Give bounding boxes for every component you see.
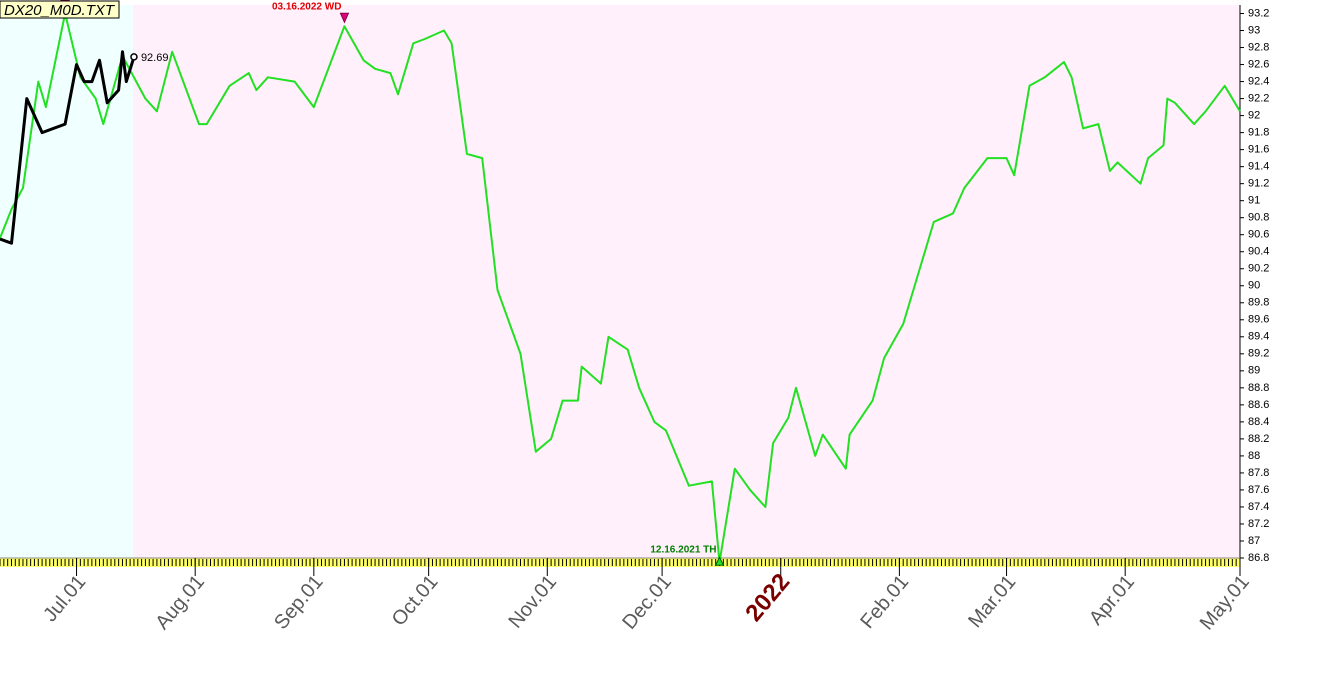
y-tick-label: 89 — [1248, 365, 1260, 377]
y-tick-label: 88.8 — [1248, 382, 1269, 394]
y-tick-label: 92.6 — [1248, 58, 1269, 70]
y-tick-label: 86.8 — [1248, 552, 1269, 564]
title-box — [0, 0, 120, 19]
y-tick-label: 87 — [1248, 535, 1260, 547]
y-tick-label: 90.2 — [1248, 263, 1269, 275]
x-tick-label: 2022 — [740, 569, 795, 627]
x-tick-label: Oct.01 — [388, 571, 443, 630]
y-tick-label: 92 — [1248, 110, 1260, 122]
low-marker — [714, 556, 725, 566]
x-tick-label: Mar.01 — [964, 571, 1020, 632]
x-tick-label: Sep.01 — [270, 571, 328, 634]
y-tick-label: 88.6 — [1248, 399, 1269, 411]
y-tick-label: 89.2 — [1248, 348, 1269, 360]
annotation: 12.16.2021 TH — [650, 544, 716, 555]
last-point — [130, 53, 138, 61]
y-tick-label: 87.2 — [1248, 518, 1269, 530]
y-tick-label: 90.6 — [1248, 229, 1269, 241]
high-marker — [339, 12, 350, 24]
y-tick-label: 89.4 — [1248, 331, 1269, 343]
y-tick-label: 88.4 — [1248, 416, 1269, 428]
chart-title: DX20_M0D.TXT — [4, 2, 116, 19]
y-tick-label: 91.6 — [1248, 144, 1269, 156]
y-tick-label: 91.2 — [1248, 178, 1269, 190]
x-tick-label: Dec.01 — [618, 571, 676, 634]
y-tick-label: 92.2 — [1248, 92, 1269, 104]
y-tick-label: 91 — [1248, 195, 1260, 207]
y-tick-label: 90 — [1248, 280, 1260, 292]
y-tick-label: 88 — [1248, 450, 1260, 462]
y-tick-label: 90.4 — [1248, 246, 1269, 258]
y-tick-label: 90.8 — [1248, 212, 1269, 224]
y-tick-label: 89.8 — [1248, 297, 1269, 309]
y-tick-label: 91.4 — [1248, 161, 1269, 173]
x-tick-label: Feb.01 — [856, 571, 913, 633]
y-tick-label: 87.8 — [1248, 467, 1269, 479]
y-tick-label: 92.4 — [1248, 75, 1269, 87]
last-value-label: 92.69 — [141, 52, 169, 64]
y-tick-label: 87.4 — [1248, 501, 1269, 513]
y-tick-label: 93.2 — [1248, 7, 1269, 19]
strip-ticks — [0, 559, 1241, 566]
annotation: 03.16.2022 WD — [272, 1, 342, 12]
y-tick-label: 89.6 — [1248, 314, 1269, 326]
series-line — [0, 12, 1241, 564]
x-tick-label: May.01 — [1196, 571, 1254, 634]
y-tick-label: 88.2 — [1248, 433, 1269, 445]
y-tick-label: 91.8 — [1248, 127, 1269, 139]
x-tick-label: Aug.01 — [151, 571, 209, 634]
x-tick-label: Nov.01 — [504, 571, 561, 633]
x-tick-label: Jul.01 — [39, 571, 90, 626]
y-tick-label: 92.8 — [1248, 41, 1269, 53]
y-tick-label: 93 — [1248, 24, 1260, 36]
y-tick-label: 87.6 — [1248, 484, 1269, 496]
series-line — [0, 50, 136, 245]
x-tick-label: Apr.01 — [1085, 571, 1139, 629]
